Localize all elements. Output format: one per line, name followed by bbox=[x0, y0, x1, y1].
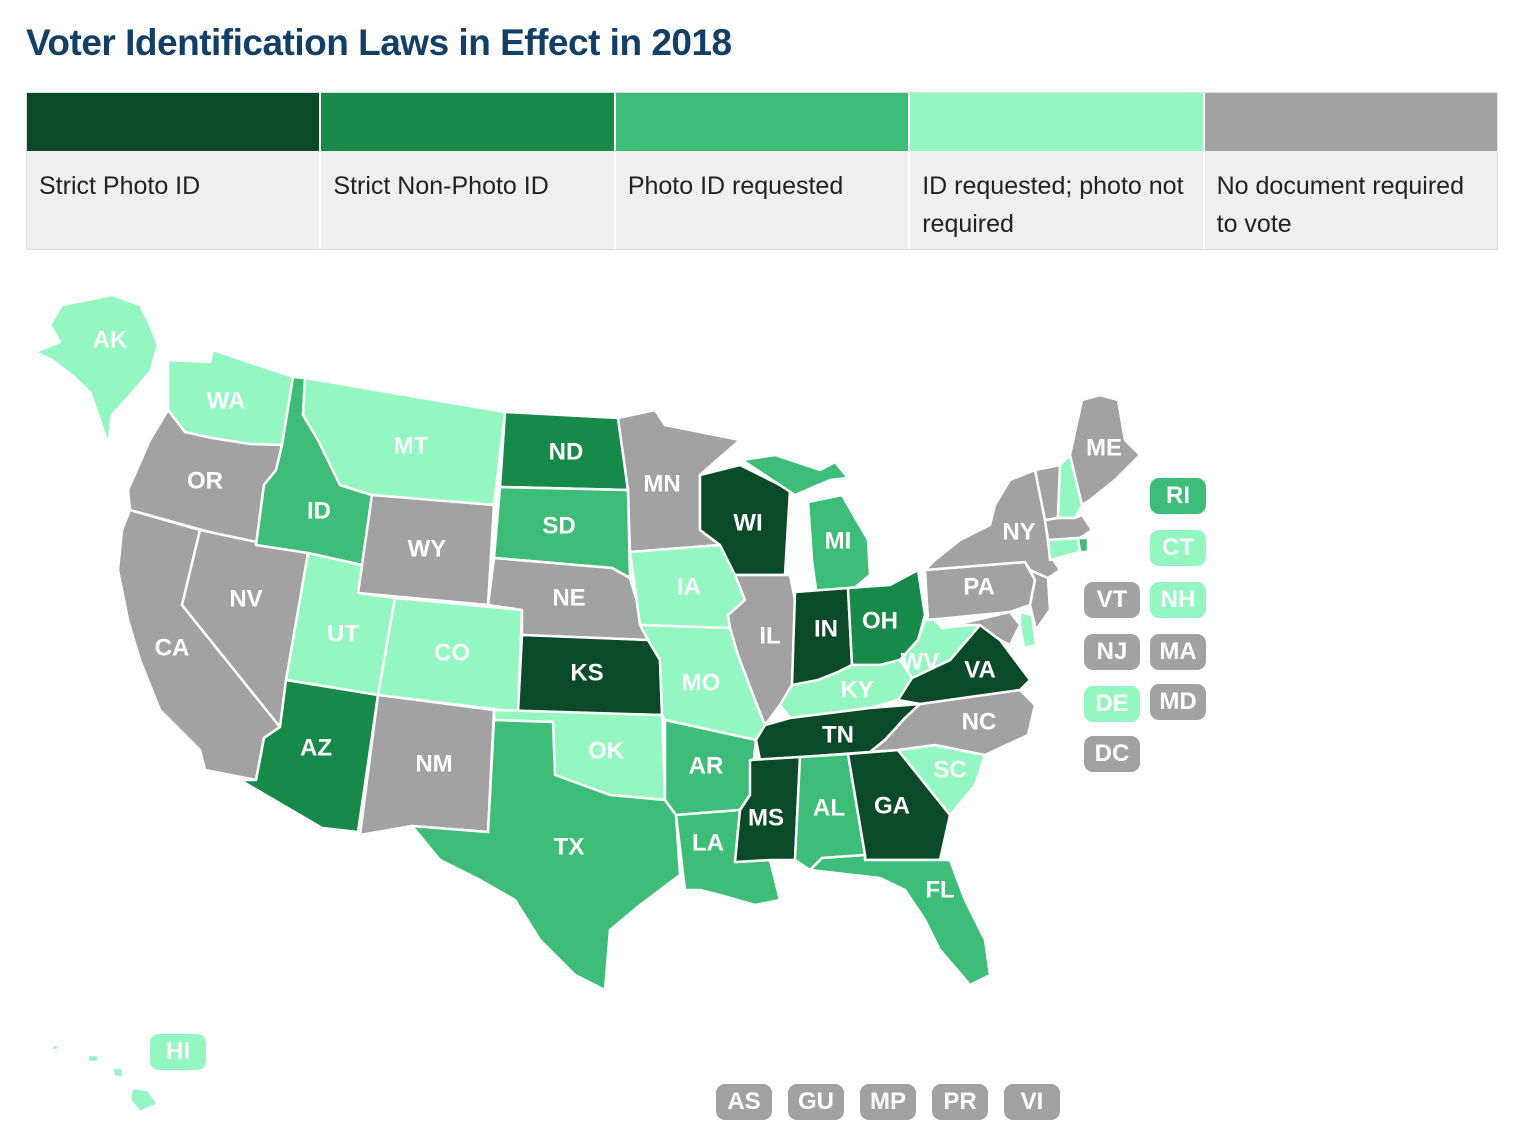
chip-de[interactable]: DE bbox=[1084, 686, 1140, 722]
chip-ma[interactable]: MA bbox=[1150, 634, 1206, 670]
chip-md[interactable]: MD bbox=[1150, 684, 1206, 720]
state-ak[interactable] bbox=[33, 293, 160, 447]
state-pa[interactable] bbox=[923, 560, 1037, 622]
state-wy[interactable] bbox=[356, 493, 496, 607]
state-fl[interactable] bbox=[808, 853, 992, 987]
legend-item-strict-non-photo-id[interactable]: Strict Non-Photo ID bbox=[321, 93, 616, 249]
chip-pr[interactable]: PR bbox=[932, 1084, 988, 1120]
state-nh[interactable] bbox=[1056, 453, 1084, 520]
state-nd[interactable] bbox=[498, 410, 630, 492]
chip-nh[interactable]: NH bbox=[1150, 582, 1206, 618]
legend-item-strict-photo-id[interactable]: Strict Photo ID bbox=[27, 93, 322, 249]
state-wa[interactable] bbox=[166, 348, 295, 447]
legend-item-no-document[interactable]: No document required to vote bbox=[1204, 93, 1498, 249]
legend-swatch bbox=[910, 93, 1203, 151]
legend: Strict Photo ID Strict Non-Photo ID Phot… bbox=[26, 92, 1498, 250]
chip-ri[interactable]: RI bbox=[1150, 478, 1206, 514]
state-ks[interactable] bbox=[516, 633, 664, 717]
state-ma[interactable] bbox=[1043, 513, 1094, 542]
legend-label: No document required to vote bbox=[1204, 151, 1498, 249]
state-co[interactable] bbox=[376, 596, 524, 714]
state-ct[interactable] bbox=[1046, 536, 1082, 562]
chip-vi[interactable]: VI bbox=[1004, 1084, 1060, 1120]
legend-swatch bbox=[27, 93, 320, 151]
legend-item-photo-id-requested[interactable]: Photo ID requested bbox=[615, 93, 911, 249]
legend-swatch bbox=[1204, 93, 1498, 151]
chip-vt[interactable]: VT bbox=[1084, 582, 1140, 618]
chip-hi[interactable]: HI bbox=[150, 1034, 206, 1070]
chip-as[interactable]: AS bbox=[716, 1084, 772, 1120]
state-mi[interactable] bbox=[740, 453, 872, 597]
chip-dc[interactable]: DC bbox=[1084, 736, 1140, 772]
state-ri[interactable] bbox=[1076, 536, 1090, 554]
chip-nj[interactable]: NJ bbox=[1084, 634, 1140, 670]
state-nc[interactable] bbox=[868, 688, 1037, 757]
legend-label: ID requested; photo not required bbox=[910, 151, 1203, 249]
state-md[interactable] bbox=[940, 610, 1022, 647]
state-hi[interactable] bbox=[50, 1043, 160, 1114]
chip-ct[interactable]: CT bbox=[1150, 530, 1206, 566]
legend-label: Strict Non-Photo ID bbox=[321, 151, 614, 249]
state-tx[interactable] bbox=[410, 718, 682, 992]
state-nm[interactable] bbox=[358, 693, 496, 837]
chip-mp[interactable]: MP bbox=[860, 1084, 916, 1120]
legend-swatch bbox=[321, 93, 614, 151]
chip-gu[interactable]: GU bbox=[788, 1084, 844, 1120]
state-de[interactable] bbox=[1018, 610, 1038, 650]
state-me[interactable] bbox=[1068, 393, 1142, 507]
legend-label: Photo ID requested bbox=[615, 151, 909, 249]
legend-label: Strict Photo ID bbox=[27, 151, 320, 249]
page-title: Voter Identification Laws in Effect in 2… bbox=[26, 22, 732, 63]
legend-item-id-requested[interactable]: ID requested; photo not required bbox=[910, 93, 1205, 249]
legend-swatch bbox=[615, 93, 909, 151]
